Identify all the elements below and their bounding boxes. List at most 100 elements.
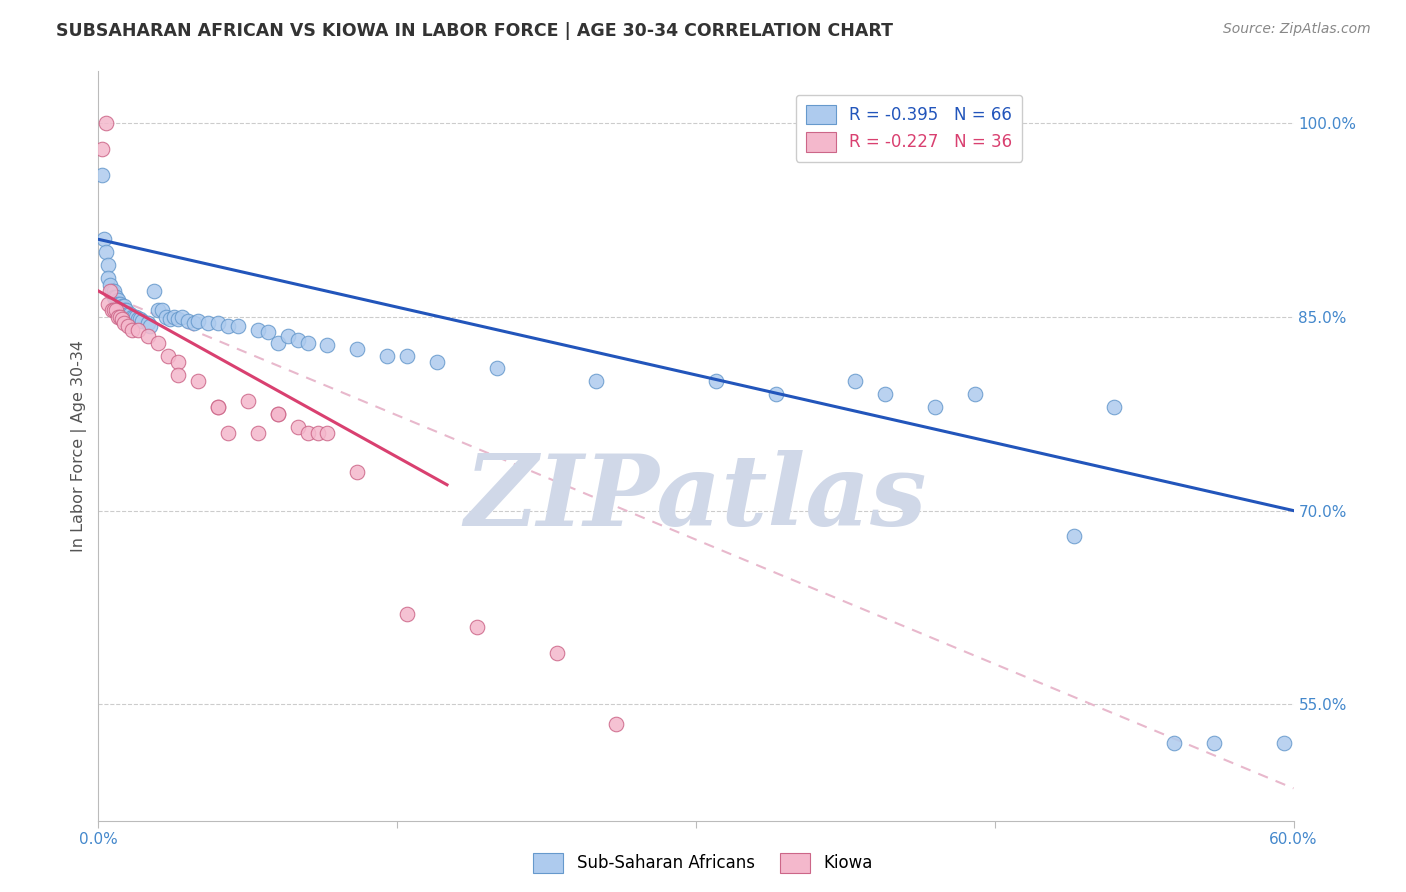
Point [875,387,897,401]
Point [93,232,115,246]
Point [110,297,132,311]
Text: ZIPatlas: ZIPatlas [465,450,927,547]
Point [167,368,190,382]
Point [97,258,120,272]
Point [163,310,186,324]
Point [139,318,162,333]
Point [267,335,290,350]
Point [765,387,787,401]
Point [217,426,239,441]
Point [127,323,149,337]
Text: SUBSAHARAN AFRICAN VS KIOWA IN LABOR FORCE | AGE 30-34 CORRELATION CHART: SUBSAHARAN AFRICAN VS KIOWA IN LABOR FOR… [56,22,893,40]
Y-axis label: In Labor Force | Age 30-34: In Labor Force | Age 30-34 [72,340,87,552]
Point [187,375,209,389]
Point [187,314,209,328]
Point [125,310,148,324]
Point [155,310,177,324]
Text: Source: ZipAtlas.com: Source: ZipAtlas.com [1223,22,1371,37]
Point [396,349,419,363]
Point [297,426,319,441]
Point [159,312,181,326]
Point [246,426,269,441]
Point [197,316,219,330]
Point [267,407,290,421]
Point [297,335,319,350]
Point [124,310,146,324]
Point [546,646,568,660]
Point [177,314,200,328]
Point [107,293,129,307]
Point [1272,736,1295,750]
Point [1163,736,1185,750]
Point [167,355,190,369]
Point [111,312,134,326]
Point [316,426,339,441]
Point [91,168,114,182]
Point [844,375,866,389]
Point [316,338,339,352]
Point [963,387,986,401]
Point [105,303,128,318]
Point [121,323,143,337]
Point [157,349,180,363]
Point [1063,529,1085,543]
Point [396,607,419,621]
Point [101,284,124,298]
Point [183,316,205,330]
Point [426,355,449,369]
Point [236,393,259,408]
Point [585,375,607,389]
Point [131,314,153,328]
Point [346,342,368,356]
Point [101,303,124,318]
Point [605,716,627,731]
Point [112,303,135,318]
Point [98,284,122,298]
Point [256,326,278,340]
Point [172,310,194,324]
Point [207,401,229,415]
Point [287,333,309,347]
Point [136,329,159,343]
Point [1104,401,1126,415]
Point [207,316,229,330]
Point [96,245,118,260]
Point [287,419,309,434]
Point [117,318,139,333]
Point [120,307,142,321]
Point [465,620,488,634]
Point [107,297,129,311]
Point [112,300,135,314]
Point [91,142,114,156]
Point [136,316,159,330]
Point [267,407,290,421]
Point [97,271,120,285]
Point [112,316,135,330]
Point [129,312,152,326]
Point [111,300,134,314]
Point [307,426,329,441]
Point [121,310,143,324]
Point [110,310,132,324]
Point [117,307,139,321]
Point [103,284,125,298]
Point [103,290,125,304]
Point [217,318,239,333]
Point [127,312,149,326]
Point [143,284,166,298]
Point [150,303,173,318]
Legend: R = -0.395   N = 66, R = -0.227   N = 36: R = -0.395 N = 66, R = -0.227 N = 36 [796,95,1022,161]
Point [167,312,190,326]
Point [207,401,229,415]
Point [97,297,120,311]
Point [924,401,946,415]
Point [148,335,170,350]
Point [103,303,125,318]
Point [107,310,129,324]
Point [98,277,122,292]
Point [115,303,138,318]
Point [246,323,269,337]
Point [105,290,128,304]
Legend: Sub-Saharan Africans, Kiowa: Sub-Saharan Africans, Kiowa [527,847,879,880]
Point [96,116,118,130]
